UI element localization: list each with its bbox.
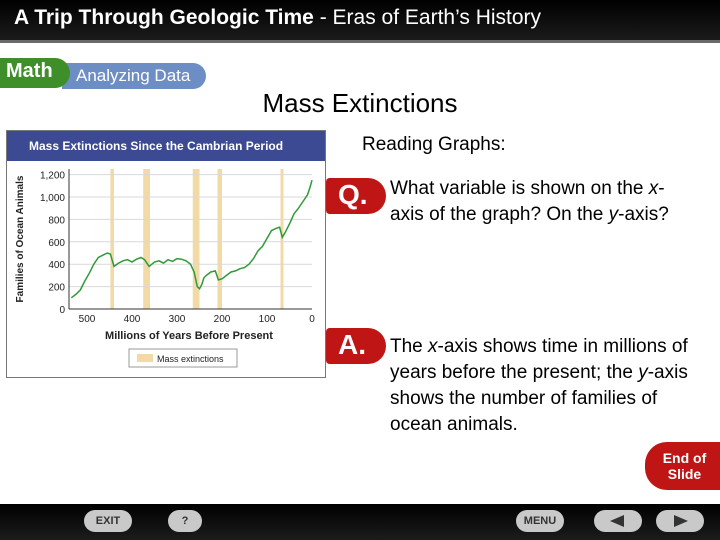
exit-button[interactable]: EXIT	[84, 510, 132, 532]
math-tab: Math	[0, 58, 70, 88]
extinction-band	[192, 169, 200, 309]
x-tick-label: 0	[309, 314, 315, 325]
x-tick-label: 500	[79, 314, 96, 325]
y-tick-label: 400	[48, 260, 65, 271]
y-axis-label: Families of Ocean Animals	[15, 175, 26, 302]
forward-arrow-icon	[674, 515, 688, 527]
y-tick-label: 600	[48, 238, 65, 249]
legend-box	[128, 348, 238, 368]
help-button[interactable]: ?	[168, 510, 202, 532]
y-tick-label: 0	[59, 305, 65, 316]
y-tick-label: 800	[48, 215, 65, 226]
extinction-band	[217, 169, 222, 309]
extinction-band	[143, 169, 150, 309]
question-text: What variable is shown on the x-axis of …	[390, 178, 669, 225]
legend-swatch	[137, 354, 153, 362]
presentation-title: A Trip Through Geologic Time - Eras of E…	[14, 6, 542, 29]
y-tick-label: 1,200	[40, 171, 65, 182]
menu-button[interactable]: MENU	[516, 510, 564, 532]
title-bar: A Trip Through Geologic Time - Eras of E…	[0, 0, 720, 40]
question-badge: Q.	[326, 178, 386, 214]
y-tick-label: 200	[48, 283, 65, 294]
answer-badge: A.	[326, 328, 386, 364]
analyzing-data-label: Analyzing Data	[76, 66, 191, 85]
ocean-families-line	[70, 179, 313, 299]
math-label: Math	[6, 60, 53, 82]
end-of-slide-button[interactable]: End of Slide	[645, 442, 720, 490]
answer-text: The x-axis shows time in millions of yea…	[390, 336, 688, 435]
x-axis-label: Millions of Years Before Present	[105, 330, 273, 342]
x-tick-label: 400	[124, 314, 141, 325]
previous-button[interactable]	[594, 510, 642, 532]
x-tick-label: 100	[259, 314, 276, 325]
y-tick-label: 1,000	[40, 193, 65, 204]
extinction-band	[110, 169, 114, 309]
legend-label: Mass extinctions	[157, 354, 224, 364]
chart-title: Mass Extinctions Since the Cambrian Peri…	[7, 131, 325, 161]
slide-title: Mass Extinctions	[262, 88, 458, 118]
x-tick-label: 300	[169, 314, 186, 325]
analyzing-data-tab: Analyzing Data	[62, 63, 206, 89]
x-tick-label: 200	[214, 314, 231, 325]
mass-extinctions-chart: 0 200 400 600 800 1,000 1,200 500 400 300 200 100 0 M…	[15, 169, 315, 368]
reading-graphs-heading: Reading Graphs:	[362, 134, 506, 155]
next-button[interactable]	[656, 510, 704, 532]
mass-extinctions-figure: Mass Extinctions Since the Cambrian Peri…	[6, 130, 326, 378]
title-divider	[0, 40, 720, 43]
back-arrow-icon	[610, 515, 624, 527]
